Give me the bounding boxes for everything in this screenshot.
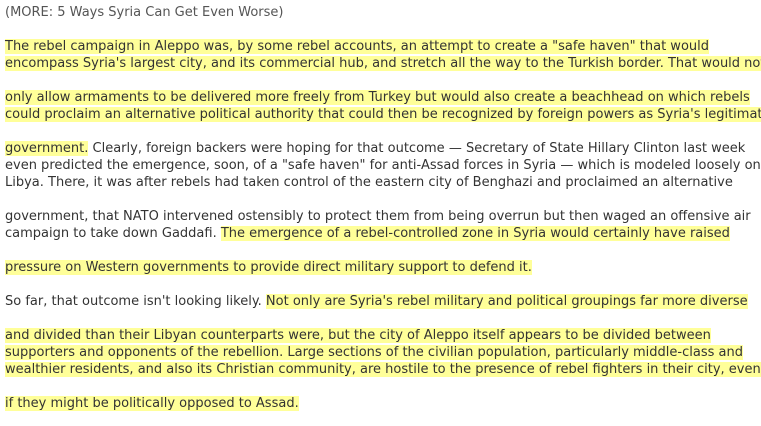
highlighted-text: if they might be politically opposed to … <box>5 396 299 411</box>
highlighted-text: encompass Syria's largest city, and its … <box>5 56 761 71</box>
text-line: only allow armaments to be delivered mor… <box>5 89 750 106</box>
text-line: pressure on Western governments to provi… <box>5 259 532 276</box>
highlighted-text: wealthier residents, and also its Christ… <box>5 362 761 377</box>
highlighted-text: and divided than their Libyan counterpar… <box>5 328 711 343</box>
text-line: So far, that outcome isn't looking likel… <box>5 293 748 310</box>
highlighted-text: supporters and opponents of the rebellio… <box>5 345 743 360</box>
text-line: supporters and opponents of the rebellio… <box>5 344 743 361</box>
plain-text: Clearly, foreign backers were hoping for… <box>88 141 746 156</box>
highlighted-text: could proclaim an alternative political … <box>5 107 761 122</box>
text-line: Libya. There, it was after rebels had ta… <box>5 174 733 191</box>
text-line: campaign to take down Gaddafi. The emerg… <box>5 225 730 242</box>
highlighted-text: only allow armaments to be delivered mor… <box>5 90 750 105</box>
text-line: government. Clearly, foreign backers wer… <box>5 140 745 157</box>
more-link[interactable]: (MORE: 5 Ways Syria Can Get Even Worse) <box>5 5 284 20</box>
plain-text: campaign to take down Gaddafi. <box>5 226 221 241</box>
text-line: could proclaim an alternative political … <box>5 106 761 123</box>
plain-text: So far, that outcome isn't looking likel… <box>5 294 266 309</box>
plain-text: Libya. There, it was after rebels had ta… <box>5 175 733 190</box>
text-line: encompass Syria's largest city, and its … <box>5 55 761 72</box>
highlighted-text: The rebel campaign in Aleppo was, by som… <box>5 39 709 54</box>
text-line: if they might be politically opposed to … <box>5 395 299 412</box>
plain-text: even predicted the emergence, soon, of a… <box>5 158 761 173</box>
highlighted-text: Not only are Syria's rebel military and … <box>265 294 748 309</box>
text-line: and divided than their Libyan counterpar… <box>5 327 711 344</box>
highlighted-text: government. <box>5 141 89 156</box>
text-line: The rebel campaign in Aleppo was, by som… <box>5 38 709 55</box>
highlighted-text: The emergence of a rebel-controlled zone… <box>220 226 730 241</box>
highlighted-text: pressure on Western governments to provi… <box>5 260 532 275</box>
plain-text: government, that NATO intervened ostensi… <box>5 209 751 224</box>
text-line: even predicted the emergence, soon, of a… <box>5 157 761 174</box>
text-line: government, that NATO intervened ostensi… <box>5 208 751 225</box>
text-line: wealthier residents, and also its Christ… <box>5 361 761 378</box>
